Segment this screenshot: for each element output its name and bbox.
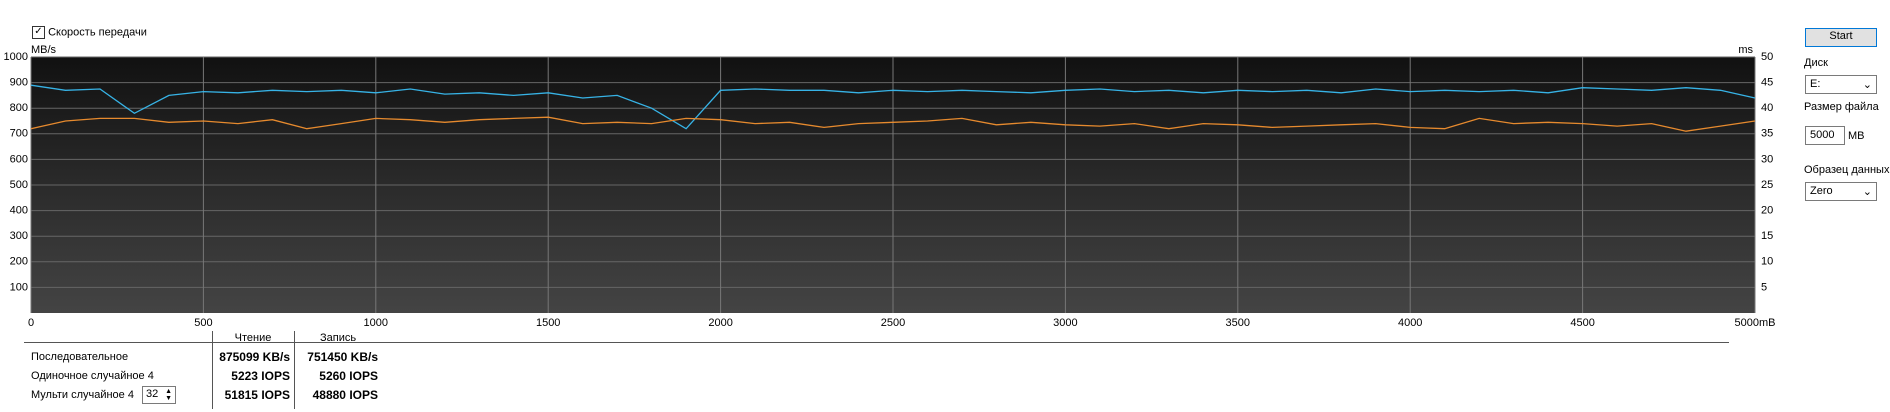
queue-spinner[interactable]: 32 ▲ ▼ xyxy=(142,386,176,404)
series-line xyxy=(30,84,1756,130)
y-tick-label: 500 xyxy=(10,179,28,191)
chart: MB/s ms 10020030040050060070080090010005… xyxy=(4,44,1776,329)
x-tick-label: 5000mB xyxy=(1735,317,1776,329)
y2-tick-label: 45 xyxy=(1761,77,1773,89)
read-value: 875099 KB/s xyxy=(219,350,290,364)
queue-depth: 32 xyxy=(146,388,159,400)
column-divider xyxy=(294,331,295,409)
y2-tick-label: 25 xyxy=(1761,179,1773,191)
x-tick-label: 4500 xyxy=(1570,317,1594,329)
x-tick-label: 0 xyxy=(28,317,34,329)
series-line xyxy=(30,116,1756,132)
y-axis-label: MB/s xyxy=(31,44,57,56)
y2-tick-label: 50 xyxy=(1761,51,1773,63)
read-value: 5223 IOPS xyxy=(231,369,290,383)
y-tick-label: 800 xyxy=(10,102,28,114)
x-tick-label: 1000 xyxy=(364,317,388,329)
pattern-label: Образец данных xyxy=(1804,164,1890,176)
write-value: 48880 IOPS xyxy=(312,388,378,402)
read-header: Чтение xyxy=(234,332,272,344)
transfer-checkbox[interactable]: ✓ Скорость передачи xyxy=(32,26,147,39)
checkbox-label: Скорость передачи xyxy=(48,26,147,39)
file-size-input[interactable]: 5000 xyxy=(1805,126,1845,145)
x-tick-label: 3500 xyxy=(1226,317,1250,329)
y-tick-label: 700 xyxy=(10,128,28,140)
column-divider xyxy=(212,331,213,409)
write-header: Запись xyxy=(320,332,357,344)
x-tick-label: 2500 xyxy=(881,317,905,329)
y2-tick-label: 15 xyxy=(1761,230,1773,242)
y2-tick-label: 30 xyxy=(1761,153,1773,165)
read-value: 51815 IOPS xyxy=(224,388,290,402)
y2-axis-label: ms xyxy=(1738,44,1753,56)
y2-tick-label: 35 xyxy=(1761,128,1773,140)
x-tick-label: 3000 xyxy=(1053,317,1077,329)
disk-label: Диск xyxy=(1804,57,1828,69)
y2-tick-label: 20 xyxy=(1761,205,1773,217)
y-tick-label: 200 xyxy=(10,256,28,268)
file-size-label: Размер файла xyxy=(1804,101,1879,113)
x-tick-label: 2000 xyxy=(708,317,732,329)
y-tick-label: 100 xyxy=(10,281,28,293)
x-tick-label: 4000 xyxy=(1398,317,1422,329)
y2-tick-label: 40 xyxy=(1761,102,1773,114)
y-tick-label: 1000 xyxy=(4,51,28,63)
file-size-unit: MB xyxy=(1848,130,1865,142)
x-tick-label: 1500 xyxy=(536,317,560,329)
disk-select[interactable]: E: ⌄ xyxy=(1805,75,1877,94)
y-tick-label: 900 xyxy=(10,77,28,89)
write-value: 751450 KB/s xyxy=(307,350,378,364)
y-tick-label: 300 xyxy=(10,230,28,242)
write-value: 5260 IOPS xyxy=(319,369,378,383)
x-tick-label: 500 xyxy=(194,317,212,329)
start-button[interactable]: Start xyxy=(1805,28,1877,47)
y-tick-label: 600 xyxy=(10,153,28,165)
results-divider xyxy=(24,342,1729,343)
pattern-select[interactable]: Zero ⌄ xyxy=(1805,182,1877,201)
pattern-value: Zero xyxy=(1810,185,1833,197)
y2-tick-label: 10 xyxy=(1761,256,1773,268)
row-label: Мульти случайное 4 xyxy=(31,389,134,401)
y2-tick-label: 5 xyxy=(1761,281,1767,293)
row-label: Одиночное случайное 4 xyxy=(31,370,154,382)
y-tick-label: 400 xyxy=(10,205,28,217)
disk-value: E: xyxy=(1810,78,1821,90)
row-label: Последовательное xyxy=(31,351,129,363)
